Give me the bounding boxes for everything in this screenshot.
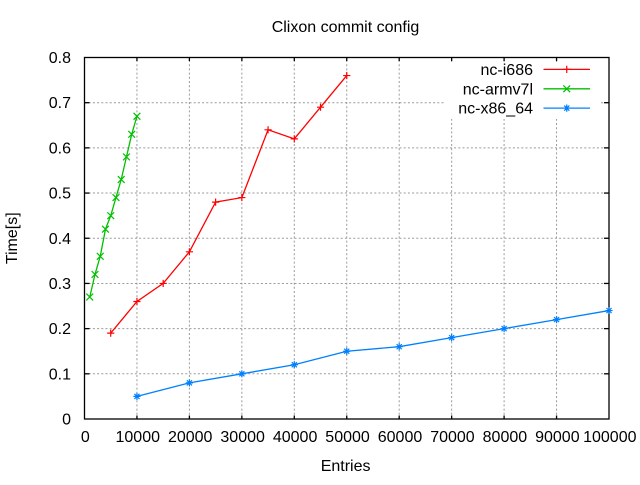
svg-text:0: 0: [62, 412, 71, 429]
svg-text:0: 0: [81, 429, 90, 446]
svg-text:100000: 100000: [583, 429, 636, 446]
svg-text:nc-x86_64: nc-x86_64: [458, 101, 533, 118]
svg-text:30000: 30000: [220, 429, 265, 446]
svg-text:90000: 90000: [535, 429, 580, 446]
svg-text:0.2: 0.2: [49, 321, 71, 338]
svg-text:nc-armv7l: nc-armv7l: [463, 81, 533, 98]
svg-text:80000: 80000: [483, 429, 528, 446]
svg-text:0.3: 0.3: [49, 276, 71, 293]
svg-text:50000: 50000: [325, 429, 370, 446]
svg-text:nc-i686: nc-i686: [481, 62, 534, 79]
svg-text:0.1: 0.1: [49, 366, 71, 383]
svg-text:0.6: 0.6: [49, 140, 71, 157]
svg-text:20000: 20000: [168, 429, 213, 446]
svg-text:0.5: 0.5: [49, 186, 71, 203]
svg-text:0.8: 0.8: [49, 50, 71, 67]
svg-text:40000: 40000: [273, 429, 318, 446]
svg-text:0.4: 0.4: [49, 231, 71, 248]
svg-text:0.7: 0.7: [49, 95, 71, 112]
svg-text:Clixon commit config: Clixon commit config: [272, 19, 420, 36]
svg-text:10000: 10000: [116, 429, 161, 446]
svg-text:Time[s]: Time[s]: [4, 212, 21, 264]
svg-text:70000: 70000: [430, 429, 475, 446]
svg-text:Entries: Entries: [321, 458, 371, 475]
svg-text:60000: 60000: [378, 429, 423, 446]
